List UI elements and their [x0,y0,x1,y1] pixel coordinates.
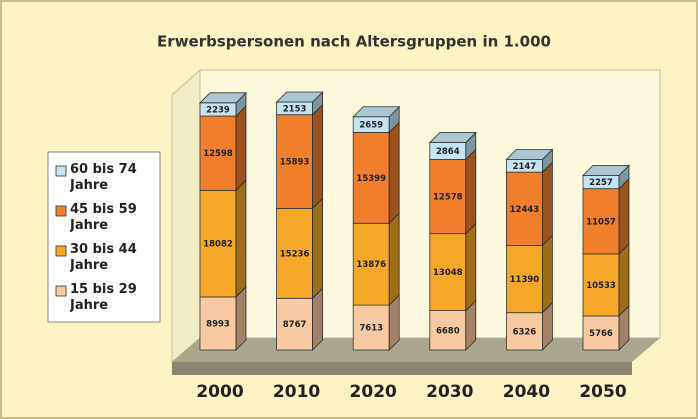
value-label: 12598 [203,149,233,159]
value-label: 2153 [283,104,307,114]
floor-edge [172,362,632,375]
value-label: 2864 [436,147,460,157]
bar-top-shade [583,165,629,176]
bar-side-shade [312,104,323,209]
bar-side-shade [465,149,476,234]
value-label: 12443 [510,205,540,215]
bar-side-shade [465,223,476,311]
bar-side-shade [236,106,246,191]
value-label: 15236 [280,249,310,259]
bar [505,312,543,351]
bar [505,171,543,246]
bar [505,245,543,314]
bar-side-shade [236,92,246,117]
legend [47,151,161,323]
value-label: 6680 [436,326,460,336]
x-tick-label: 2050 [579,382,626,402]
bar [352,304,390,351]
x-tick-label: 2010 [273,382,320,402]
bar-side-shade [389,213,400,306]
value-label: 15893 [280,158,310,168]
value-label: 7613 [359,324,383,334]
bar-side-shade [619,243,629,316]
bar-top [582,164,630,176]
bar [429,310,467,351]
value-label: 10533 [586,281,616,291]
bar-side-shade [542,235,553,313]
value-label: 15399 [356,174,386,184]
bar-side-shade [389,122,400,224]
bar-side-shade [465,132,476,160]
legend-label: 15 bis 29 Jahre [70,282,137,313]
bar-top-shade [429,132,476,143]
bar-side-shade [389,295,400,350]
bar [429,159,467,235]
bar [582,315,620,351]
legend-label: 30 bis 44 Jahre [70,242,137,273]
bar-top [352,106,401,118]
value-label: 6326 [513,327,537,337]
value-label: 11390 [510,275,540,285]
bar [276,114,314,209]
bar-top [275,91,324,103]
bar-side-shade [542,302,553,350]
bar-side-shade [619,178,629,254]
legend-swatch [55,205,67,217]
legend-label: 60 bis 74 Jahre [70,162,137,193]
bar-top-shade [276,92,323,102]
x-tick-label: 2030 [426,382,473,402]
x-tick-label: 2000 [196,382,243,402]
bar-top [199,92,247,104]
legend-swatch [55,165,67,177]
side-wall [171,68,201,364]
bar [276,208,314,299]
value-label: 2257 [589,178,613,188]
legend-entry: 15 bis 29 Jahre [70,282,137,313]
bar-top [505,149,554,160]
value-label: 18082 [203,240,233,250]
bar-side-shade [312,92,323,115]
bar [582,253,620,317]
legend-swatch [55,285,67,297]
bar-side-shade [619,305,629,350]
value-label: 2659 [359,121,383,131]
bar-top-shade [506,149,553,160]
legend-label: 45 bis 59 Jahre [70,202,137,233]
value-label: 11057 [586,217,616,227]
legend-swatch [55,245,67,257]
bar-side-shade [236,286,246,350]
value-label: 2147 [513,162,537,172]
bar-side-shade [465,300,476,350]
bar-side-shade [542,162,553,246]
bar [199,189,237,298]
bar-side-shade [619,165,629,189]
bar-side-shade [236,180,246,297]
value-label: 2239 [206,105,230,115]
value-label: 5766 [589,329,613,339]
legend-entry: 60 bis 74 Jahre [70,162,137,193]
chart-title: Erwerbspersonen nach Altersgruppen in 1.… [157,33,551,51]
value-label: 13876 [356,260,386,270]
bar-side-shade [389,106,400,133]
value-label: 13048 [433,268,463,278]
legend-entry: 30 bis 44 Jahre [70,242,137,273]
value-label: 8767 [283,320,307,330]
bar-top-shade [353,106,400,117]
bar-side-shade [542,149,553,173]
bar [276,297,314,351]
legend-entry: 45 bis 59 Jahre [70,202,137,233]
bar-top [428,132,477,143]
bar [352,222,390,306]
bar [429,233,467,312]
bar-side-shade [312,198,323,299]
x-tick-label: 2040 [503,382,550,402]
bar-side-shade [312,288,323,350]
bar-top-shade [200,92,246,103]
value-label: 12578 [433,193,463,203]
value-label: 8993 [206,319,230,329]
x-tick-label: 2020 [350,382,397,402]
bar [582,188,620,255]
